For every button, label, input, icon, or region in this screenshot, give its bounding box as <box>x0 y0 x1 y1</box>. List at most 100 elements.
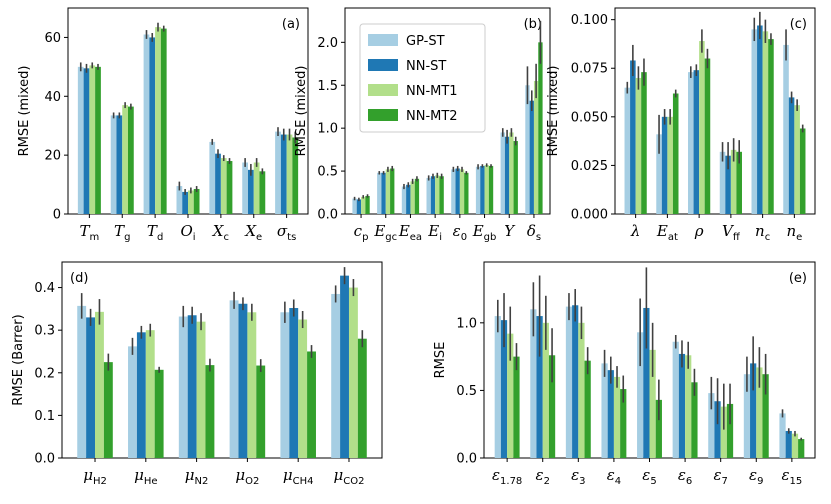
bar <box>655 399 662 458</box>
bar <box>248 169 254 214</box>
bar <box>798 439 805 458</box>
bar <box>484 165 489 214</box>
y-tick-label: 0.100 <box>571 13 608 28</box>
y-axis-label: RMSE (Barrer) <box>11 314 26 405</box>
x-tick-label: Vff <box>722 222 741 243</box>
bar <box>110 115 117 214</box>
y-tick-label: 0.2 <box>34 366 55 381</box>
legend-label: GP-ST <box>406 34 445 49</box>
bar <box>730 149 737 214</box>
bar <box>160 28 167 214</box>
bar <box>435 175 440 214</box>
bar <box>238 303 248 458</box>
bar <box>565 306 573 458</box>
bar <box>196 321 206 458</box>
y-tick-label: 0.075 <box>571 62 608 77</box>
bar <box>226 161 233 214</box>
bar <box>530 309 537 458</box>
bar <box>641 72 647 214</box>
y-axis-label: RMSE <box>433 342 448 379</box>
bar <box>620 389 627 458</box>
bar <box>178 316 188 458</box>
y-tick-label: 0.5 <box>456 384 477 399</box>
bar <box>691 382 698 458</box>
bar <box>253 162 260 214</box>
x-tick-label: μH2 <box>83 466 107 487</box>
bar <box>475 166 481 214</box>
bar <box>529 100 534 214</box>
legend-box <box>359 23 486 133</box>
plot-frame <box>344 7 551 215</box>
bar <box>533 80 539 214</box>
bar <box>356 199 362 214</box>
x-tick-label: Tg <box>114 222 130 243</box>
bar <box>688 72 694 214</box>
panel-c: 0.000 0.025 0.050 0.075 0.100 RMSE (mixed) (c)… <box>546 7 816 243</box>
bar <box>572 305 579 458</box>
bar <box>584 360 591 458</box>
bar <box>783 44 789 214</box>
panel-label: (a) <box>282 17 300 32</box>
y-tick-label: 0.4 <box>34 281 55 296</box>
bar <box>187 315 197 458</box>
bar <box>280 134 287 214</box>
bar <box>751 29 758 215</box>
bar <box>542 322 549 458</box>
bar <box>193 188 200 214</box>
x-tick-label: δs <box>527 222 541 243</box>
bar <box>390 168 395 214</box>
x-tick-label: μN2 <box>185 466 209 487</box>
legend-swatch <box>368 109 398 121</box>
bar <box>209 141 216 214</box>
bar <box>459 169 465 214</box>
bar <box>406 184 411 214</box>
bar <box>365 195 370 214</box>
bar <box>229 300 239 458</box>
y-tick-label: 0.0 <box>34 452 55 467</box>
bar <box>637 332 644 458</box>
x-tick-label: Ei <box>427 222 442 243</box>
bar <box>103 362 113 458</box>
bar <box>726 403 734 458</box>
bar <box>292 137 299 214</box>
panel-label: (d) <box>70 271 88 286</box>
plot-frame <box>614 7 816 215</box>
bar <box>188 190 194 214</box>
x-tick-label: μO2 <box>235 466 259 487</box>
bar <box>426 177 431 214</box>
y-tick-label: 0.050 <box>571 110 608 125</box>
bar <box>714 401 721 458</box>
bar <box>762 374 769 458</box>
bar <box>750 363 757 458</box>
y-tick-label: 0.5 <box>317 165 338 180</box>
x-tick-label: Xe <box>244 222 262 243</box>
bar <box>725 155 731 214</box>
bar <box>143 34 150 214</box>
bar <box>464 172 469 214</box>
bar <box>116 115 123 214</box>
y-tick-label: 60 <box>44 31 61 46</box>
bar <box>86 317 96 458</box>
bar <box>331 293 341 458</box>
legend-swatch <box>368 59 398 71</box>
bar <box>410 181 415 214</box>
bar <box>601 363 608 458</box>
bar <box>719 151 726 214</box>
bar <box>259 171 266 214</box>
y-tick-label: 0.025 <box>571 159 608 174</box>
x-tick-label: ε1.78 <box>492 466 522 487</box>
y-tick-label: 1.5 <box>317 79 338 94</box>
x-tick-label: Eea <box>398 222 422 243</box>
x-tick-label: ρ <box>694 222 704 240</box>
x-tick-label: ε3 <box>571 466 585 487</box>
bar <box>672 93 679 214</box>
bar <box>176 186 183 214</box>
bar <box>154 369 164 458</box>
x-tick-label: Eat <box>656 222 678 243</box>
bar <box>340 275 349 458</box>
bar <box>361 196 366 214</box>
legend-label: NN-ST <box>406 59 446 74</box>
y-axis-label: RMSE (mixed) <box>294 66 309 157</box>
bar <box>693 70 700 214</box>
bar <box>667 116 673 214</box>
